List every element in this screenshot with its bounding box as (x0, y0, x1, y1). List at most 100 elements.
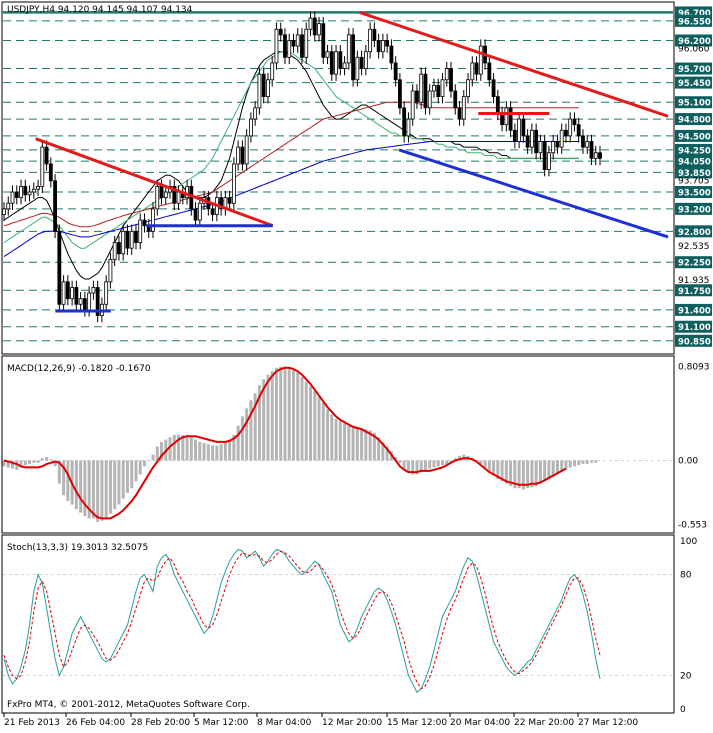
candle-body (551, 141, 556, 154)
price-tag-label: 91.100 (678, 323, 711, 333)
macd-histogram-bar (521, 460, 525, 490)
candle-body (444, 68, 449, 81)
candle-body (500, 113, 504, 126)
candle-body (389, 45, 394, 64)
candle-body (61, 281, 66, 305)
candle-body (308, 17, 313, 30)
candle-body (534, 129, 539, 154)
candle-body (363, 51, 368, 69)
macd-histogram-bar (232, 434, 236, 461)
candle-body (129, 230, 134, 249)
macd-histogram-bar (543, 460, 547, 482)
candle-body (449, 68, 453, 92)
macd-histogram-bar (211, 445, 215, 461)
macd-histogram-bar (236, 425, 240, 461)
macd-histogram-bar (32, 460, 36, 463)
candle-body (65, 281, 70, 300)
macd-histogram-bar (100, 460, 104, 521)
candle-body (474, 62, 479, 75)
trend-line (398, 148, 669, 239)
macd-histogram-bar (28, 460, 32, 464)
x-tick-label: 26 Feb 04:00 (66, 718, 125, 728)
candle-body (538, 141, 543, 154)
stoch-tick-label: 20 (680, 671, 692, 681)
price-tag-label: 96.700 (678, 9, 711, 19)
macd-histogram-bar (36, 460, 40, 463)
macd-histogram-bar (492, 460, 496, 476)
candle-body (380, 40, 385, 53)
macd-histogram-bar (57, 460, 61, 484)
stoch-main-line (3, 548, 601, 693)
macd-histogram-bar (240, 416, 244, 461)
macd-histogram-bar (419, 460, 423, 473)
macd-histogram-bar (283, 366, 287, 461)
candle-body (466, 79, 470, 98)
candle-body (461, 96, 466, 120)
macd-histogram-bar (423, 460, 427, 470)
macd-histogram-bar (125, 460, 129, 493)
macd-tick-label: 0.8093 (678, 363, 710, 373)
candle-body (266, 79, 270, 98)
candle-body (351, 34, 355, 81)
x-tick-label: 12 Mar 20:00 (322, 718, 382, 728)
macd-histogram-bar (330, 414, 334, 461)
candle-body (564, 129, 568, 137)
macd-histogram-bar (385, 446, 389, 461)
candle-body (410, 90, 415, 120)
price-tick-label: 92.535 (678, 242, 710, 252)
candle-body (176, 191, 181, 204)
price-tag-bg (675, 284, 712, 297)
candle-body (23, 186, 28, 196)
price-tag-bg (675, 334, 712, 347)
stoch-tick-label: 80 (680, 571, 692, 581)
macd-histogram-bar (6, 460, 10, 468)
x-tick-label: 8 Mar 04:00 (257, 718, 312, 728)
macd-histogram-bar (108, 460, 112, 514)
candle-body (163, 191, 168, 199)
candle-body (525, 135, 530, 148)
price-tag-label: 96.200 (678, 37, 711, 47)
candle-body (585, 141, 590, 148)
candle-body (359, 56, 364, 69)
moving-average-line (3, 51, 579, 249)
candle-body (419, 73, 424, 103)
candle-body (342, 62, 347, 69)
candle-body (406, 118, 411, 137)
candle-body (74, 287, 79, 305)
macd-histogram-bar (304, 381, 308, 461)
candle-body (508, 107, 513, 131)
macd-histogram-bar (581, 460, 585, 464)
candle-body (457, 107, 462, 120)
macd-histogram-bar (79, 460, 83, 513)
macd-histogram-bar (53, 460, 57, 467)
candle-body (219, 197, 224, 210)
macd-histogram-bar (377, 437, 381, 461)
price-tag-label: 94.050 (678, 158, 711, 168)
macd-histogram-bar (500, 460, 504, 482)
candle-body (108, 258, 113, 283)
candle-body (104, 281, 109, 305)
price-tag-label: 95.450 (678, 79, 711, 89)
candle-body (44, 146, 49, 165)
candle-body (576, 124, 581, 137)
macd-histogram-bar (91, 460, 95, 519)
price-tag-bg (675, 34, 712, 47)
candle-body (142, 219, 147, 227)
candle-body (240, 146, 245, 165)
candle-body (346, 34, 351, 64)
price-tag-bg (675, 155, 712, 168)
macd-histogram-bar (287, 367, 291, 461)
candle-body (57, 230, 62, 305)
macd-histogram-bar (411, 460, 415, 475)
macd-histogram-bar (496, 460, 500, 480)
candle-body (249, 118, 253, 137)
macd-histogram-bar (134, 460, 138, 482)
macd-histogram-bar (11, 460, 15, 469)
candle-body (70, 287, 75, 300)
candle-body (312, 17, 317, 36)
macd-histogram-bar (402, 460, 406, 469)
macd-histogram-bar (313, 390, 317, 461)
candle-body (138, 219, 143, 243)
